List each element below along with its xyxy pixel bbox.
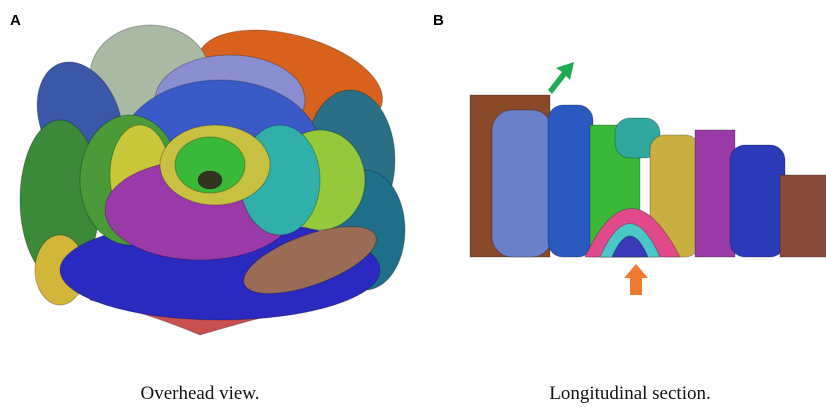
figure-images [0,0,826,407]
panel-caption: Longitudinal section. [450,383,810,405]
panel-label: A [10,12,21,29]
panel-caption: Overhead view. [20,383,380,405]
overhead-rendering [20,12,405,335]
figure: A B Overhead view. Longitudinal section. [0,0,826,407]
panel-label: B [433,12,444,29]
section-rendering [470,62,826,295]
